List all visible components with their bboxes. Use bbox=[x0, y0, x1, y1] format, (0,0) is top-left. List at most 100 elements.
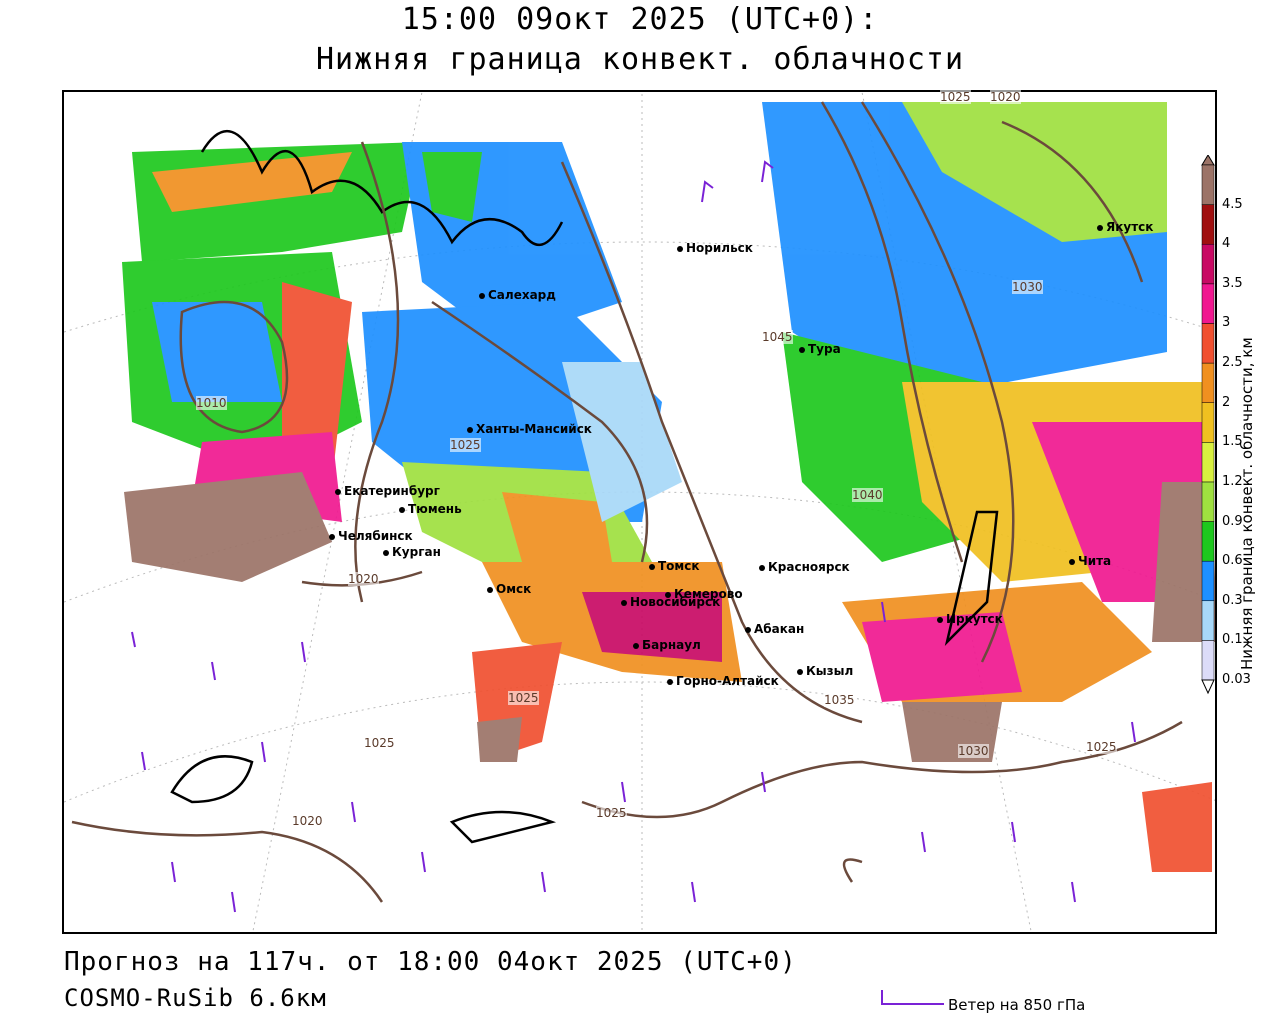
city-dot-icon bbox=[799, 346, 805, 353]
city-marker: Курган bbox=[383, 545, 441, 559]
city-label: Салехард bbox=[488, 288, 556, 302]
legend-swatch-10 bbox=[1201, 243, 1215, 285]
city-marker: Ханты-Мансийск bbox=[467, 422, 592, 436]
city-dot-icon bbox=[467, 426, 473, 433]
wind-legend-label: Ветер на 850 гПа bbox=[948, 996, 1086, 1014]
legend-tick-label: 0.3 bbox=[1222, 592, 1243, 608]
wind-barbs bbox=[131, 160, 1136, 913]
cloud-base-field bbox=[122, 102, 1215, 872]
legend-tick-label: 0.03 bbox=[1222, 672, 1251, 687]
city-marker: Омск bbox=[487, 582, 531, 596]
city-marker: Кызыл bbox=[797, 664, 853, 678]
city-marker: Барнаул bbox=[633, 638, 701, 652]
city-dot-icon bbox=[677, 245, 683, 252]
legend-colorbar bbox=[1201, 154, 1215, 695]
city-dot-icon bbox=[665, 591, 671, 598]
legend-swatch-1 bbox=[1201, 600, 1215, 641]
legend-swatch-6 bbox=[1201, 402, 1215, 443]
isobar-label: 1025 bbox=[940, 90, 971, 104]
isobar-label: 1030 bbox=[1012, 280, 1043, 294]
city-dot-icon bbox=[759, 564, 765, 571]
city-label: Норильск bbox=[686, 241, 753, 255]
map-title-time: 15:00 09окт 2025 (UTC+0): bbox=[401, 2, 879, 37]
city-marker: Иркутск bbox=[937, 612, 1003, 626]
city-dot-icon bbox=[621, 599, 627, 606]
city-marker: Екатеринбург bbox=[335, 484, 440, 498]
isobar-label: 1035 bbox=[824, 693, 855, 707]
city-label: Екатеринбург bbox=[344, 484, 440, 498]
city-dot-icon bbox=[1069, 558, 1075, 565]
legend-title: Нижняя граница конвект. облачности, км bbox=[1238, 337, 1256, 670]
city-marker: Салехард bbox=[479, 288, 556, 302]
isobar-label: 1025 bbox=[508, 691, 539, 705]
city-dot-icon bbox=[479, 292, 485, 299]
city-marker: Якутск bbox=[1097, 220, 1153, 234]
city-dot-icon bbox=[399, 506, 405, 513]
city-marker: Норильск bbox=[677, 241, 753, 255]
isobar-label: 1010 bbox=[196, 396, 227, 410]
map-title-variable: Нижняя граница конвект. облачности bbox=[315, 42, 965, 77]
isobar-label: 1020 bbox=[292, 814, 323, 828]
city-dot-icon bbox=[487, 586, 493, 593]
city-dot-icon bbox=[383, 549, 389, 556]
city-label: Кемерово bbox=[674, 587, 743, 601]
city-marker: Абакан bbox=[745, 622, 804, 636]
city-marker: Челябинск bbox=[329, 529, 413, 543]
legend-tick-label: 0.9 bbox=[1222, 513, 1243, 529]
isobar-label: 1030 bbox=[958, 744, 989, 758]
legend-tick-label: 2.5 bbox=[1222, 355, 1243, 371]
legend-tick-label: 4 bbox=[1222, 236, 1231, 252]
city-dot-icon bbox=[633, 642, 639, 649]
city-label: Иркутск bbox=[946, 612, 1003, 626]
city-label: Томск bbox=[658, 559, 700, 573]
city-label: Тура bbox=[808, 342, 841, 356]
city-label: Абакан bbox=[754, 622, 805, 636]
city-marker: Красноярск bbox=[759, 560, 850, 574]
legend-swatch-5 bbox=[1201, 442, 1215, 483]
isobar-label: 1045 bbox=[762, 330, 793, 344]
city-marker: Кемерово bbox=[665, 587, 743, 601]
legend-swatch-12 bbox=[1201, 164, 1215, 205]
model-name: COSMO-RuSib 6.6км bbox=[64, 984, 327, 1012]
forecast-map bbox=[62, 90, 1217, 934]
legend-tick-label: 1.5 bbox=[1222, 434, 1243, 450]
city-dot-icon bbox=[649, 563, 655, 570]
city-marker: Горно-Алтайск bbox=[667, 674, 779, 688]
city-dot-icon bbox=[745, 626, 751, 633]
legend-tick-label: 0.1 bbox=[1222, 632, 1243, 648]
legend-tick-label: 3 bbox=[1222, 315, 1231, 331]
isobar-label: 1025 bbox=[1086, 740, 1117, 754]
isobar-label: 1020 bbox=[348, 572, 379, 586]
city-label: Омск bbox=[496, 582, 532, 596]
isobar-label: 1025 bbox=[596, 806, 627, 820]
legend-tick-label: 0.6 bbox=[1222, 553, 1243, 569]
legend-swatch-0 bbox=[1201, 640, 1215, 681]
city-label: Новосибирск bbox=[630, 595, 721, 609]
city-label: Якутск bbox=[1106, 220, 1154, 234]
city-label: Челябинск bbox=[338, 529, 413, 543]
isobar-label: 1025 bbox=[450, 438, 481, 452]
city-marker: Тюмень bbox=[399, 502, 462, 516]
isobar-label: 1025 bbox=[364, 736, 395, 750]
city-dot-icon bbox=[329, 533, 335, 540]
city-dot-icon bbox=[937, 616, 943, 623]
city-label: Курган bbox=[392, 545, 441, 559]
legend-swatch-3 bbox=[1201, 521, 1215, 562]
city-dot-icon bbox=[1097, 224, 1103, 231]
city-marker: Тура bbox=[799, 342, 841, 356]
city-label: Чита bbox=[1078, 554, 1112, 568]
legend-tick-label: 2 bbox=[1222, 394, 1231, 410]
city-label: Тюмень bbox=[408, 502, 462, 516]
city-label: Красноярск bbox=[768, 560, 850, 574]
city-label: Ханты-Мансийск bbox=[476, 422, 592, 436]
city-dot-icon bbox=[797, 668, 803, 675]
legend-swatch-4 bbox=[1201, 481, 1215, 522]
city-dot-icon bbox=[335, 488, 341, 495]
legend-tick-label: 4.5 bbox=[1222, 196, 1243, 212]
isobars bbox=[71, 101, 1183, 903]
forecast-info: Прогноз на 117ч. от 18:00 04окт 2025 (UT… bbox=[64, 947, 797, 977]
legend-swatch-2 bbox=[1201, 560, 1215, 602]
isobar-label: 1020 bbox=[990, 90, 1021, 104]
legend-tick-label: 3.5 bbox=[1222, 275, 1243, 291]
wind-legend: Ветер на 850 гПа bbox=[878, 988, 1138, 1018]
